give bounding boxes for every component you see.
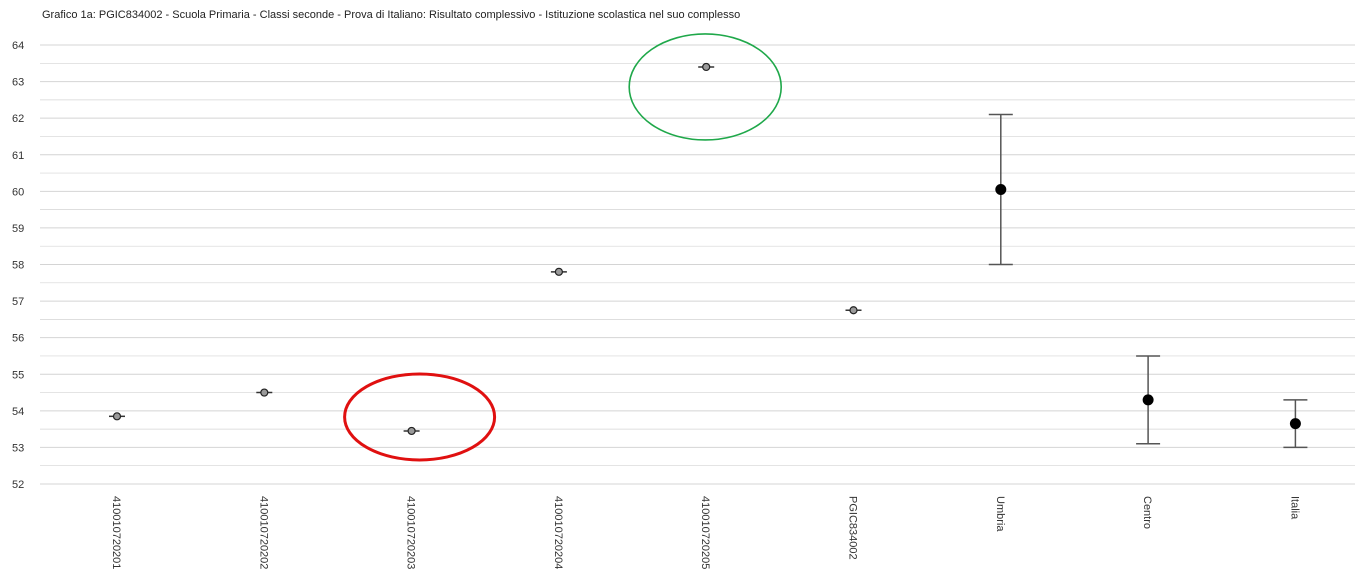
annotation-ellipse [628,33,783,141]
y-tick-label: 55 [12,369,24,381]
x-tick-label: 410010720202 [257,496,269,569]
y-tick-label: 64 [12,40,24,52]
data-point [407,426,416,436]
x-tick-label: Umbria [994,496,1006,532]
data-point [1142,394,1154,406]
y-tick-label: 56 [12,333,24,345]
data-point [1289,418,1301,430]
y-tick-label: 52 [12,479,24,491]
data-point [849,306,858,315]
data-point [112,412,122,421]
y-tick-label: 58 [12,260,24,272]
y-tick-label: 62 [12,113,24,125]
data-point [554,267,564,276]
annotations [343,33,783,462]
data-point [260,388,269,397]
x-tick-label: PGIC834002 [847,496,859,560]
x-tick-labels: 410010720201 410010720202 410010720203 4100… [110,496,1300,569]
x-tick-label: 410010720201 [110,496,122,569]
data-point [702,62,711,72]
y-tick-label: 54 [12,406,24,418]
y-tick-label: 60 [12,186,24,198]
y-tick-label: 57 [12,296,24,308]
grid-lines [40,44,1355,485]
x-tick-label: Italia [1288,496,1300,520]
annotation-ellipse [343,372,497,462]
x-tick-label: 410010720205 [699,496,711,569]
chart-title: Grafico 1a: PGIC834002 - Scuola Primaria… [42,9,741,21]
x-tick-label: 410010720203 [405,496,417,569]
x-tick-label: Centro [1141,496,1153,529]
x-tick-label: 410010720204 [552,496,564,569]
y-tick-labels: 64 63 62 61 60 59 58 57 56 55 54 53 52 [12,40,24,491]
y-tick-label: 53 [12,442,24,454]
y-tick-label: 59 [12,223,24,235]
data-point [995,184,1007,196]
data-points [109,62,1301,436]
y-tick-label: 61 [12,150,24,162]
y-tick-label: 63 [12,77,24,89]
